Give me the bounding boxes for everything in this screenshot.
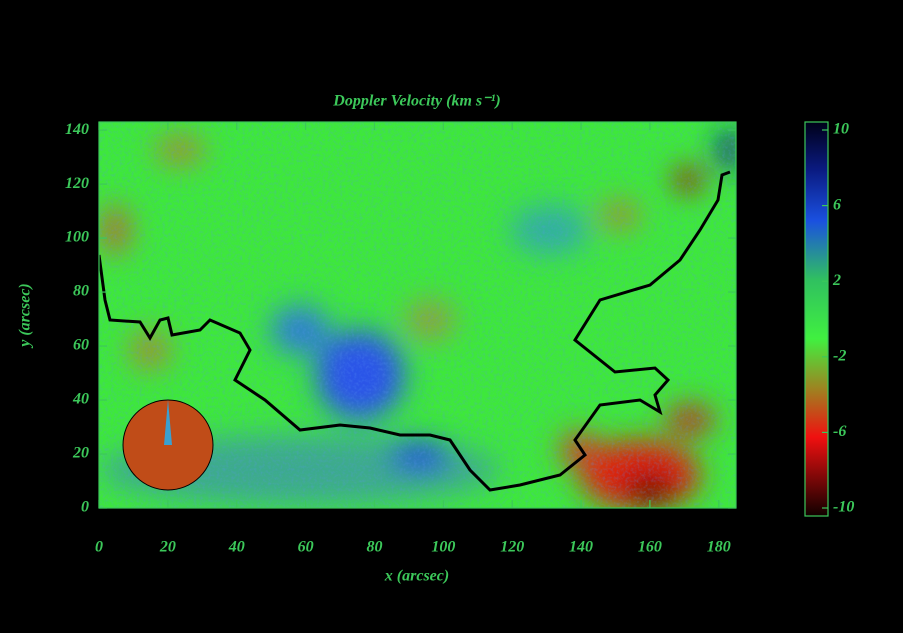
colorbar-tick-label: -10 <box>833 499 854 516</box>
y-tick-label: 0 <box>81 499 89 516</box>
velocity-map <box>99 122 742 510</box>
chart: Doppler Velocity (km s⁻¹) x (arcsec) y (… <box>0 0 903 633</box>
y-axis-label: y (arcsec) <box>17 283 34 349</box>
x-tick-label: 20 <box>159 539 176 556</box>
y-tick-label: 40 <box>72 391 89 408</box>
y-tick-label: 20 <box>72 445 89 462</box>
x-tick-label: 60 <box>298 539 314 556</box>
colorbar-tick-label: 2 <box>832 272 841 289</box>
colorbar-tick-label: 6 <box>833 196 841 213</box>
inset-disk <box>123 400 213 490</box>
x-tick-label: 160 <box>638 539 662 556</box>
x-tick-label: 140 <box>569 539 593 556</box>
y-tick-label: 120 <box>65 175 89 192</box>
x-tick-label: 40 <box>228 539 245 556</box>
x-tick-label: 0 <box>95 539 103 556</box>
y-tick-label: 140 <box>65 121 89 138</box>
x-tick-label: 180 <box>707 539 731 556</box>
y-tick-label: 60 <box>73 337 89 354</box>
x-axis-label: x (arcsec) <box>384 568 449 585</box>
y-tick-label: 100 <box>65 229 89 246</box>
y-tick-label: 80 <box>73 283 89 300</box>
x-tick-label: 100 <box>431 539 455 556</box>
colorbar-tick-label: 10 <box>833 121 849 138</box>
chart-title: Doppler Velocity (km s⁻¹) <box>332 93 500 110</box>
colorbar-tick-label: -2 <box>833 347 846 364</box>
page: {"chart_data": {"type": "heatmap", "titl… <box>0 0 903 633</box>
colorbar-tick-label: -6 <box>833 423 846 440</box>
x-tick-label: 120 <box>500 539 524 556</box>
colorbar <box>805 122 828 516</box>
x-tick-label: 80 <box>366 539 382 556</box>
